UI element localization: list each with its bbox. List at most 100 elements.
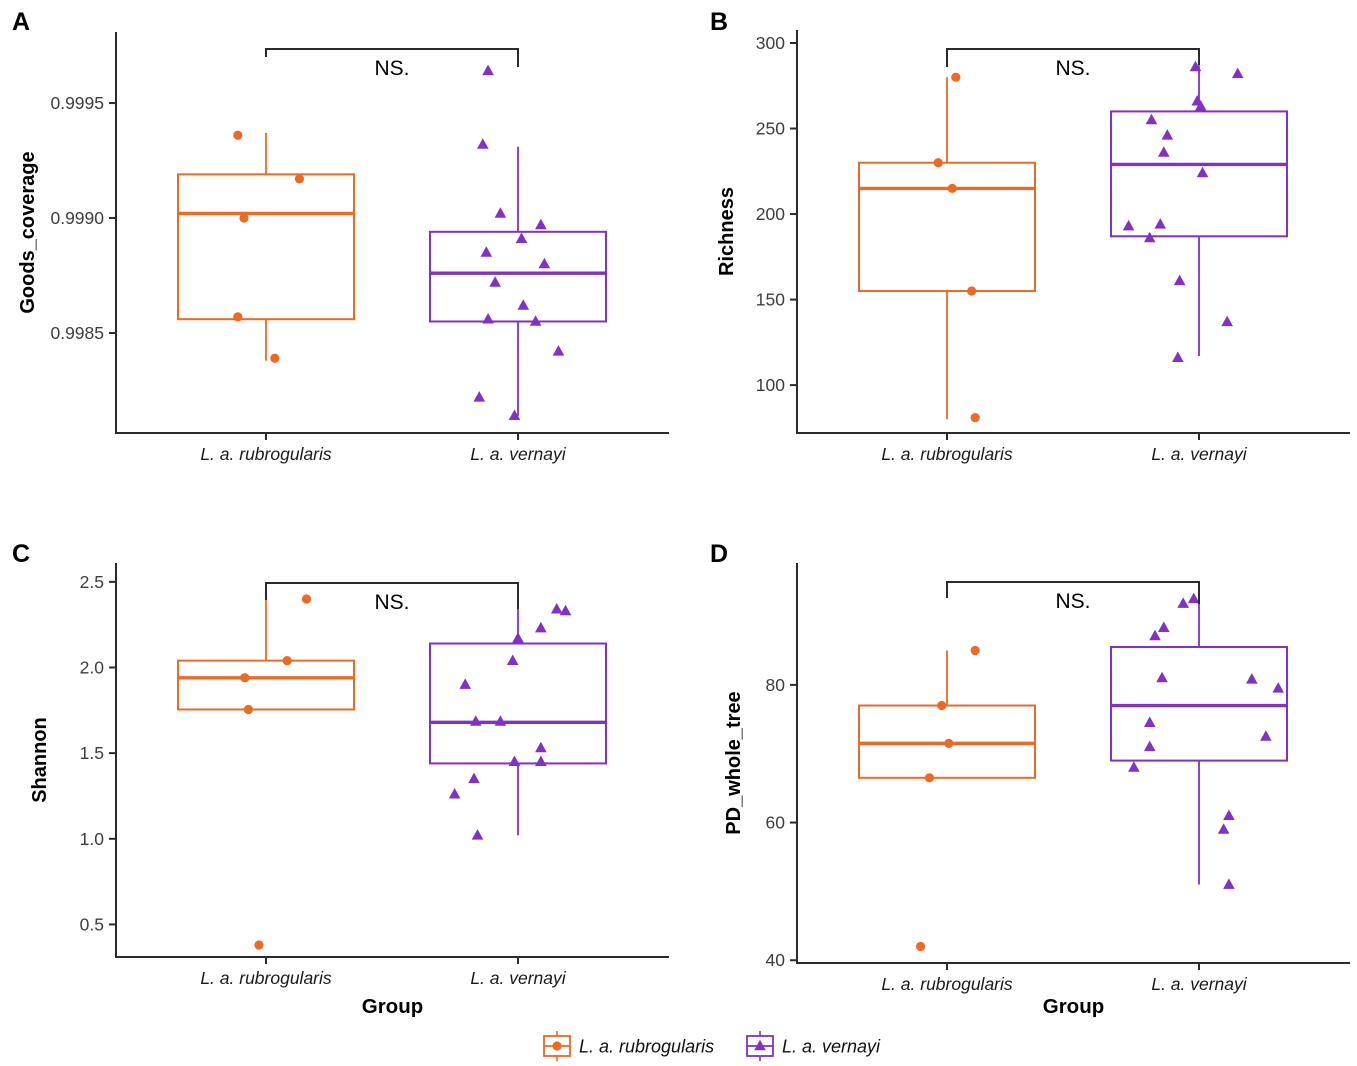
significance-bracket	[946, 581, 1200, 604]
data-point	[1172, 351, 1184, 363]
data-point	[1149, 629, 1161, 641]
data-point	[924, 773, 935, 783]
data-point	[515, 232, 528, 244]
boxplot-rubrogularis	[177, 594, 355, 950]
data-point	[1158, 621, 1170, 633]
iqr-box	[429, 230, 607, 323]
data-point	[1128, 761, 1140, 772]
data-point	[529, 315, 542, 326]
x-tick-label: L. a. rubrogularis	[881, 974, 1013, 994]
y-tick-label: 0.5	[80, 914, 104, 934]
data-point	[1143, 716, 1156, 728]
x-tick-label: L. a. vernayi	[1151, 974, 1247, 994]
boxplot-rubrogularis	[177, 130, 355, 363]
legend-item-label: L. a. vernayi	[782, 1037, 881, 1057]
data-point	[559, 604, 572, 616]
data-point	[508, 755, 521, 767]
data-point	[552, 345, 565, 356]
data-point	[944, 738, 954, 748]
data-point	[1143, 231, 1156, 243]
y-tick-label: 300	[756, 33, 785, 53]
data-point	[243, 704, 253, 715]
legend-key-triangle-icon	[754, 1039, 766, 1051]
y-tick-label: 250	[756, 119, 785, 139]
boxplot-rubrogularis	[858, 72, 1036, 423]
data-point	[550, 603, 563, 614]
data-point	[506, 654, 519, 665]
data-point	[1122, 219, 1135, 231]
data-point	[240, 673, 250, 683]
data-point	[1221, 315, 1233, 327]
y-tick-label: 2.5	[80, 572, 104, 592]
data-point	[1145, 113, 1158, 125]
boxplot-rubrogularis	[858, 645, 1036, 952]
iqr-box	[1110, 645, 1288, 762]
data-point	[535, 218, 547, 230]
data-point	[508, 409, 521, 421]
boxplot-vernayi	[1110, 60, 1288, 363]
data-point	[468, 772, 480, 784]
panel-D: 40 60 80 L. a. rubrogularis L. a. vernayi PD_…	[710, 540, 1350, 1018]
data-point	[512, 632, 524, 643]
data-point	[1154, 218, 1167, 229]
data-point	[233, 130, 243, 140]
iqr-box	[177, 173, 355, 321]
x-tick-label: L. a. vernayi	[470, 968, 566, 988]
boxplot-vernayi	[1110, 592, 1288, 889]
data-point	[1246, 673, 1258, 684]
data-point	[937, 700, 947, 711]
legend-item-label: L. a. rubrogularis	[579, 1037, 714, 1057]
data-point	[482, 312, 494, 324]
x-tick-label: L. a. rubrogularis	[200, 968, 332, 988]
data-point	[233, 312, 243, 322]
data-point	[1189, 60, 1202, 72]
data-point	[535, 621, 547, 633]
data-point	[471, 829, 484, 840]
y-tick-label: 80	[766, 675, 786, 695]
panel-C: 0.5 1.0 1.5 2.0 2.5 L. a. rubrogularis L. a. v…	[12, 540, 669, 1018]
data-point	[1177, 597, 1189, 608]
x-tick-label: L. a. rubrogularis	[881, 444, 1013, 464]
data-point	[477, 138, 489, 149]
y-tick-label: 1.0	[80, 829, 105, 849]
data-point	[947, 183, 957, 193]
y-tick-label: 0.9990	[50, 208, 104, 228]
data-point	[301, 594, 312, 604]
y-tick-label: 1.5	[80, 743, 104, 763]
significance-label: NS.	[374, 57, 409, 80]
data-point	[1143, 740, 1156, 752]
significance-label: NS.	[1055, 590, 1090, 613]
data-point	[459, 678, 471, 689]
data-point	[967, 286, 977, 296]
data-point	[473, 391, 486, 402]
significance-label: NS.	[1055, 57, 1090, 80]
data-point	[294, 174, 305, 184]
data-point	[1217, 823, 1230, 834]
data-point	[535, 741, 547, 753]
data-point	[517, 299, 530, 310]
data-point	[970, 645, 980, 656]
legend-item-rubrogularis: L. a. rubrogularis	[543, 1031, 714, 1061]
panel-A: 0.9985 0.9990 0.9995 L. a. rubrogularis L. a…	[12, 8, 669, 464]
data-point	[1196, 166, 1209, 178]
data-point	[951, 72, 961, 82]
y-tick-label: 40	[766, 950, 786, 970]
y-tick-label: 0.9985	[50, 323, 104, 343]
x-tick-label: L. a. vernayi	[470, 444, 566, 464]
y-tick-label: 150	[756, 290, 785, 310]
data-point	[1187, 592, 1200, 604]
y-tick-label: 60	[766, 813, 786, 833]
iqr-box	[858, 161, 1036, 293]
significance-bracket	[265, 582, 519, 609]
significance-bracket	[946, 48, 1200, 67]
data-point	[1223, 809, 1235, 820]
x-axis-title: Group	[362, 995, 424, 1018]
data-point	[239, 213, 249, 223]
data-point	[1194, 100, 1207, 111]
y-tick-label: 200	[756, 204, 785, 224]
x-tick-label: L. a. vernayi	[1151, 444, 1247, 464]
data-point	[933, 158, 943, 168]
data-point	[480, 246, 493, 257]
